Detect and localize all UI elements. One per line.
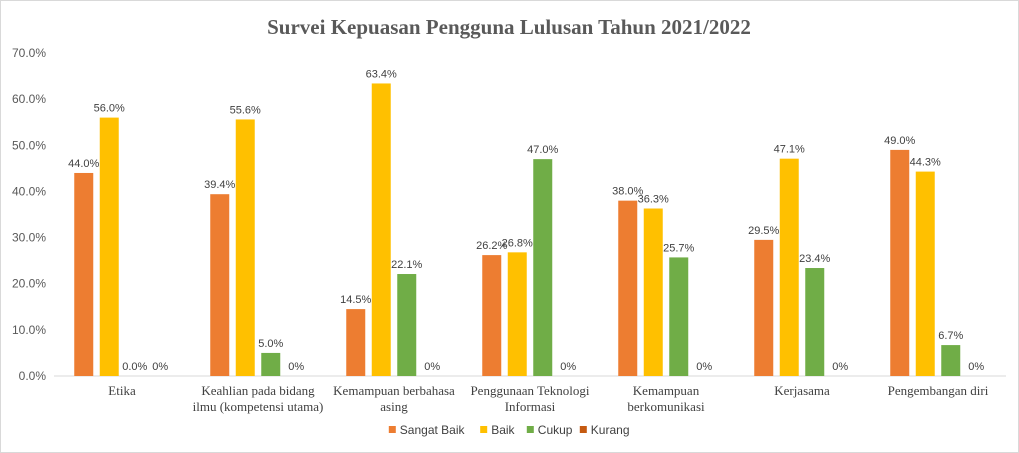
bar (890, 149, 910, 376)
data-label: 0% (832, 361, 848, 373)
y-tick-label: 30.0% (12, 231, 46, 245)
y-tick-label: 70.0% (12, 46, 46, 60)
data-label: 47.0% (527, 144, 558, 156)
legend-label: Cukup (538, 423, 573, 437)
legend-swatch (480, 426, 488, 433)
x-category-label: asing (380, 399, 408, 414)
bar (397, 274, 417, 376)
x-category-label: Kerjasama (774, 383, 830, 398)
legend: Sangat Baik Baik Cukup Kurang (388, 423, 630, 437)
y-tick-label: 10.0% (12, 323, 46, 337)
x-category-label: berkomunikasi (627, 399, 705, 414)
x-category-label: ilmu (kompetensi utama) (193, 399, 324, 414)
data-label: 38.0% (612, 186, 643, 198)
bar (482, 255, 502, 376)
bar (618, 200, 638, 376)
data-label: 39.4% (204, 179, 235, 191)
data-label: 47.1% (774, 144, 805, 156)
data-label: 22.1% (391, 259, 422, 271)
x-category-label: Pengembangan diri (888, 383, 989, 398)
data-label: 0% (968, 361, 984, 373)
data-label: 6.7% (938, 330, 963, 342)
bar (507, 252, 527, 376)
x-category-label: Penggunaan Teknologi (470, 383, 589, 398)
data-label: 56.0% (94, 103, 125, 115)
data-label: 5.0% (258, 338, 283, 350)
legend-swatch (526, 426, 534, 433)
bar (915, 171, 935, 376)
legend-label: Kurang (591, 423, 630, 437)
chart-title: Survei Kepuasan Pengguna Lulusan Tahun 2… (267, 15, 751, 39)
y-axis: 0.0% 10.0% 20.0% 30.0% 40.0% 50.0% 60.0% 70.0% (12, 46, 46, 383)
data-label: 55.6% (230, 104, 261, 116)
data-label: 23.4% (799, 253, 830, 265)
y-tick-label: 20.0% (12, 277, 46, 291)
data-label: 25.7% (663, 242, 694, 254)
legend-swatch (579, 426, 587, 433)
data-label: 0% (696, 361, 712, 373)
y-tick-label: 60.0% (12, 92, 46, 106)
data-label: 49.0% (884, 135, 915, 147)
bar (754, 239, 774, 376)
legend-label: Baik (491, 423, 515, 437)
data-label: 26.8% (502, 237, 533, 249)
data-label: 0% (560, 361, 576, 373)
x-category-label: Kemampuan (633, 383, 700, 398)
x-category-label: Informasi (505, 399, 556, 414)
bar (210, 194, 230, 376)
bar (533, 159, 553, 376)
bar (99, 117, 119, 376)
bar (346, 309, 366, 376)
bar (371, 83, 391, 376)
bar (261, 352, 281, 376)
x-category-label: Keahlian pada bidang (201, 383, 315, 398)
legend-swatch (388, 426, 396, 433)
data-label: 36.3% (638, 194, 669, 206)
data-label: 26.2% (476, 240, 507, 252)
bar (941, 345, 961, 376)
data-label: 0.0% (122, 361, 147, 373)
bar-series-group: 44.0% 56.0% 0.0% 0% 39.4% 55.6% 5.0% 0% 14.5% 63.… (68, 68, 984, 377)
legend-label: Sangat Baik (400, 423, 466, 437)
bar (669, 257, 689, 376)
data-label: 29.5% (748, 225, 779, 237)
data-label: 44.3% (910, 157, 941, 169)
data-label: 0% (288, 361, 304, 373)
data-label: 44.0% (68, 158, 99, 170)
y-tick-label: 50.0% (12, 138, 46, 152)
data-label: 63.4% (366, 68, 397, 80)
x-category-label: Kemampuan berbahasa (333, 383, 455, 398)
bar (643, 208, 663, 376)
bar (805, 268, 825, 376)
y-tick-label: 0.0% (19, 369, 47, 383)
bar (74, 172, 94, 376)
data-label: 0% (424, 361, 440, 373)
bar (779, 158, 799, 376)
bar (235, 119, 255, 377)
x-category-label: Etika (108, 383, 136, 398)
data-label: 14.5% (340, 294, 371, 306)
y-tick-label: 40.0% (12, 184, 46, 198)
data-label: 0% (152, 361, 168, 373)
